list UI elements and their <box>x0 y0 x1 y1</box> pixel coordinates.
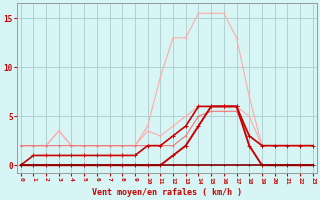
X-axis label: Vent moyen/en rafales ( km/h ): Vent moyen/en rafales ( km/h ) <box>92 188 242 197</box>
